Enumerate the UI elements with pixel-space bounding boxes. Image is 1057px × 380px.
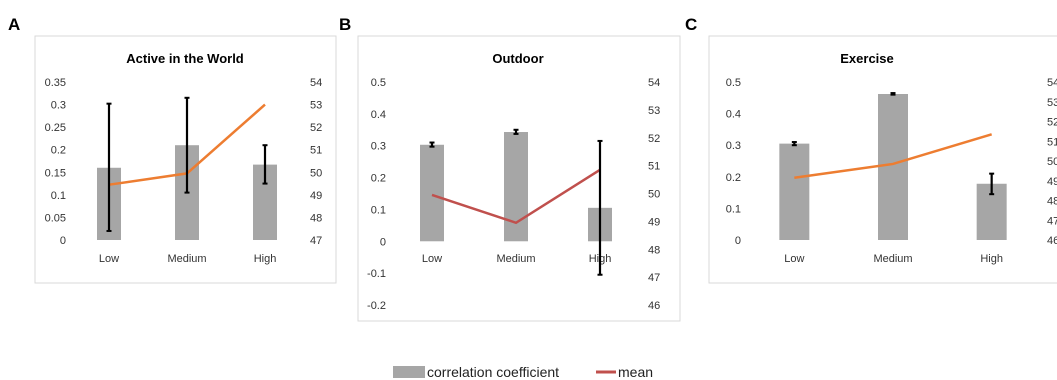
chart-title: Active in the World [126,51,244,66]
y-right-tick-label: 48 [1047,196,1057,208]
y-right-tick-label: 50 [648,189,660,201]
y-right-tick-label: 53 [648,105,660,117]
y-left-tick-label: 0.4 [371,109,386,121]
y-right-tick-label: 52 [648,133,660,145]
legend-swatch-bar [393,366,425,378]
y-left-tick-label: 0.25 [45,122,66,134]
y-left-tick-label: 0.2 [726,172,741,184]
legend-label-bar: correlation coefficient [427,364,559,380]
x-category-label: Medium [496,253,535,265]
y-right-tick-label: 52 [310,122,322,134]
bar [504,132,528,242]
chart-panel-exercise: Exercise 0 0.1 0.2 0.3 0.4 0.5 46 47 48 49 50 51 52 5… [708,35,1057,284]
y-left-tick-label: 0.1 [726,203,741,215]
legend: correlation coefficient mean [393,364,653,380]
y-right-tick-label: 54 [648,77,660,89]
y-left-tick-label: 0 [60,235,66,247]
y-left-tick-label: 0.35 [45,77,66,89]
y-left-tick-label: 0.5 [726,77,741,89]
y-left-tick-label: 0 [735,235,741,247]
chart-panel-outdoor: Outdoor -0.2 -0.1 0 0.1 0.2 0.3 0.4 0.5 46 47 48 49… [357,35,681,322]
y-left-tick-label: 0.4 [726,109,741,121]
chart-panel-active-in-the-world: Active in the World 0 0.05 0.1 0.15 0.2 0.25 0… [34,35,337,284]
y-right-tick-label: 51 [310,145,322,157]
panel-label-b: B [339,15,351,34]
bar [779,143,810,240]
y-left-tick-label: 0.2 [51,145,66,157]
x-category-label: Low [784,253,804,265]
y-left-tick-label: 0.1 [51,190,66,202]
y-right-tick-label: 48 [648,244,660,256]
y-left-tick-label: 0.1 [371,204,386,216]
mean-line [794,133,993,180]
y-right-tick-label: 47 [648,272,660,284]
y-left-tick-label: 0.05 [45,212,66,224]
x-category-label: Medium [167,253,206,265]
y-right-tick-label: 52 [1047,117,1057,129]
y-left-tick-label: -0.2 [367,300,386,312]
y-left-tick-label: 0.3 [51,100,66,112]
y-left-tick-label: 0.3 [726,140,741,152]
y-right-tick-label: 46 [648,300,660,312]
y-left-tick-label: 0.2 [371,173,386,185]
panel-label-a: A [8,15,20,34]
panel-label-c: C [685,15,697,34]
y-right-tick-label: 54 [1047,77,1057,89]
y-left-tick-label: 0.15 [45,167,66,179]
y-right-tick-label: 48 [310,212,322,224]
bar [420,144,444,242]
x-category-label: High [254,253,277,265]
y-right-tick-label: 46 [1047,235,1057,247]
y-right-tick-label: 53 [1047,97,1057,109]
y-right-tick-label: 51 [1047,136,1057,148]
y-right-tick-label: 53 [310,100,322,112]
x-category-label: Low [422,253,442,265]
y-right-tick-label: 49 [1047,176,1057,188]
bar [878,94,908,241]
chart-title: Exercise [840,51,894,66]
chart-title: Outdoor [492,51,543,66]
y-left-tick-label: 0.3 [371,141,386,153]
y-right-tick-label: 49 [648,216,660,228]
mean-line [431,168,601,225]
y-right-tick-label: 49 [310,190,322,202]
x-category-label: High [980,253,1003,265]
y-right-tick-label: 50 [1047,156,1057,168]
y-right-tick-label: 47 [310,235,322,247]
legend-label-line: mean [618,364,653,380]
y-right-tick-label: 54 [310,77,322,89]
y-left-tick-label: 0.5 [371,77,386,89]
x-category-label: Low [99,253,119,265]
y-right-tick-label: 51 [648,161,660,173]
y-right-tick-label: 47 [1047,215,1057,227]
y-left-tick-label: -0.1 [367,268,386,280]
y-left-tick-label: 0 [380,236,386,248]
x-category-label: Medium [873,253,912,265]
y-right-tick-label: 50 [310,167,322,179]
